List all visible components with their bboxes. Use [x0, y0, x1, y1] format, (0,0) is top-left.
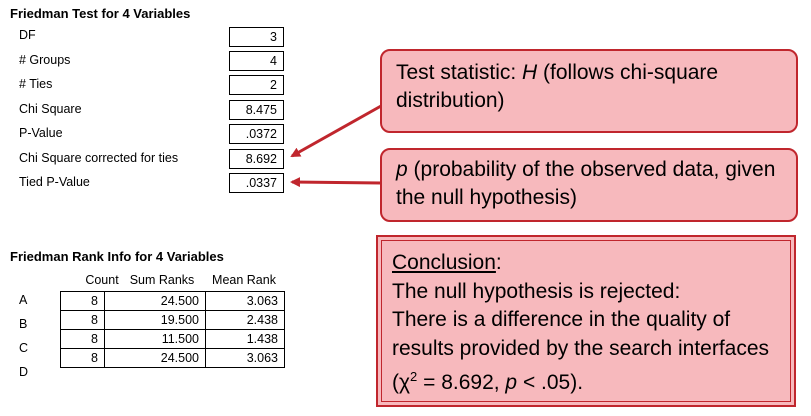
callout-test-statistic: Test statistic: H (follows chi-square di…	[380, 49, 798, 133]
stat-label-df: DF	[19, 28, 36, 42]
callout-p-value: p (probability of the observed data, giv…	[380, 148, 798, 222]
rank-row-label-d: D	[19, 365, 29, 379]
callout-stat-symbol: H	[522, 61, 538, 84]
rank-mean-d: 3.063	[205, 348, 285, 368]
stat-label-chi-square: Chi Square	[19, 102, 82, 116]
stat-label-chi-square-corrected: Chi Square corrected for ties	[19, 151, 179, 165]
conclusion-chi: χ	[399, 371, 411, 394]
conclusion-heading-colon: :	[495, 251, 502, 274]
stat-value-chi-square-corrected: 8.692	[229, 149, 284, 169]
conclusion-heading-line: Conclusion:	[392, 249, 780, 278]
callout-p-symbol: p	[396, 158, 408, 181]
conclusion-line1: The null hypothesis is rejected:	[392, 279, 681, 303]
rank-row-label-b: B	[19, 317, 28, 331]
stat-value-tied-p-value: .0337	[229, 173, 284, 193]
callout-p-text: (probability of the observed data, given…	[396, 158, 776, 209]
stat-label-ties: # Ties	[19, 77, 53, 91]
friedman-test-title: Friedman Test for 4 Variables	[10, 6, 191, 21]
stat-label-p-value: P-Value	[19, 126, 63, 140]
rank-info-title: Friedman Rank Info for 4 Variables	[10, 249, 224, 264]
conclusion-box: Conclusion: The null hypothesis is rejec…	[376, 235, 796, 407]
stat-label-groups: # Groups	[19, 53, 71, 67]
rank-header-mean-rank: Mean Rank	[212, 273, 276, 287]
arrow-to-tied-p-value	[290, 177, 382, 188]
rank-row-label-a: A	[19, 293, 28, 307]
conclusion-line2: There is a difference in the quality of …	[392, 306, 780, 398]
callout-stat-suffix: (follows chi-square distribution)	[396, 61, 719, 112]
arrow-to-chi-square-corrected	[290, 104, 382, 158]
rank-header-count: Count	[85, 273, 119, 287]
stat-value-chi-square: 8.475	[229, 100, 284, 120]
rank-row-label-c: C	[19, 341, 29, 355]
conclusion-tail: < .05).	[517, 371, 584, 394]
stat-value-df: 3	[229, 27, 284, 47]
stat-label-tied-p-value: Tied P-Value	[19, 175, 90, 189]
stat-value-ties: 2	[229, 75, 284, 95]
conclusion-body: There is a difference in the quality of …	[392, 308, 770, 394]
conclusion-eq: = 8.692,	[417, 371, 506, 394]
conclusion-heading: Conclusion	[392, 251, 496, 274]
callout-stat-prefix: Test statistic:	[396, 61, 523, 84]
rank-header-sum-ranks: Sum Ranks	[129, 273, 195, 287]
conclusion-sup: 2	[410, 369, 418, 384]
conclusion-p: p	[505, 371, 518, 394]
stat-value-p-value: .0372	[229, 124, 284, 144]
stat-value-groups: 4	[229, 51, 284, 71]
